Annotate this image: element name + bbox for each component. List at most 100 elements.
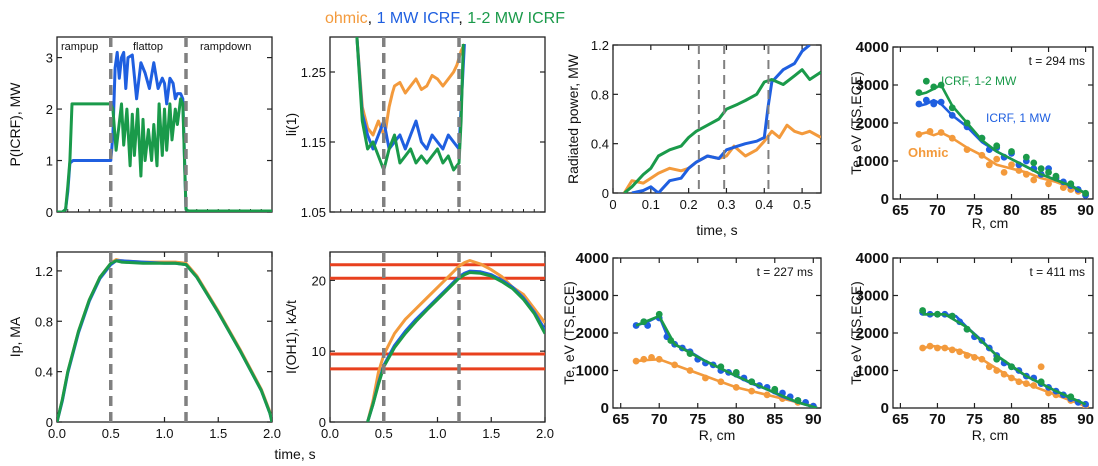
y-tick-label: 0.4 <box>35 365 53 380</box>
x-tick-label: 70 <box>651 411 668 428</box>
data-point-icrf12 <box>978 135 985 142</box>
x-tick-label: 0.5 <box>102 426 120 441</box>
data-point-icrf12 <box>1082 190 1089 197</box>
x-tick-label: 85 <box>1040 202 1057 219</box>
data-point-icrf12 <box>964 120 971 127</box>
y-tick-label: 4000 <box>576 250 609 267</box>
y-tick-label: 20 <box>312 273 326 288</box>
y-axis-label: P(ICRF), MW <box>7 82 23 167</box>
data-point-ohmic <box>1008 375 1015 382</box>
data-point-ohmic <box>648 354 655 361</box>
panels: 0 1 2 3 P(ICRF), MW rampup flattop rampdown 1.05… <box>7 37 1094 443</box>
y-tick-label: 1.2 <box>35 264 53 279</box>
data-point-icrf12 <box>1008 148 1015 155</box>
y-tick-label: 2 <box>46 102 53 117</box>
y-tick-label: 1.2 <box>591 38 609 53</box>
phase-label: flattop <box>133 41 163 53</box>
data-point-ohmic <box>964 352 971 359</box>
y-tick-label: 0 <box>602 186 609 201</box>
data-point-ohmic <box>1045 180 1052 187</box>
x-axis-label: R, cm <box>699 427 736 443</box>
data-point-ohmic <box>633 358 640 365</box>
data-layer <box>919 307 1089 409</box>
data-point-icrf12 <box>964 326 971 333</box>
data-point-ohmic <box>687 367 694 374</box>
data-point-icrf12 <box>1067 393 1074 400</box>
x-tick-label: 2.0 <box>536 426 554 441</box>
y-axis-label: I(OH1), kA/t <box>283 300 299 374</box>
y-tick-label: 1000 <box>576 363 609 380</box>
x-tick-label: 0.4 <box>755 197 773 212</box>
data-point-ohmic <box>978 152 985 159</box>
y-axis-label: Te, eV (TS,ECE) <box>561 281 577 384</box>
data-point-ohmic <box>640 356 647 363</box>
data-point-icrf12 <box>949 313 956 320</box>
y-tick-label: 4000 <box>856 250 889 267</box>
y-tick-label: 0 <box>881 400 889 417</box>
plot-frame <box>57 252 272 422</box>
data-point-icrf12 <box>916 89 923 96</box>
data-point-ohmic <box>1030 382 1037 389</box>
y-axis-label: Radiated power, MW <box>565 53 581 184</box>
data-point-icrf12 <box>1023 154 1030 161</box>
data-point-ohmic <box>1016 378 1023 385</box>
shared-xlabel: time, s <box>274 446 315 462</box>
x-tick-label: 1.0 <box>155 426 173 441</box>
data-point-ohmic <box>934 345 941 352</box>
time-label: t = 227 ms <box>757 265 813 279</box>
y-tick-label: 3 <box>46 51 53 66</box>
data-point-icrf1 <box>949 112 956 119</box>
series-line-icrf1 <box>57 261 272 422</box>
data-point-icrf12 <box>1038 165 1045 172</box>
phase-label: rampup <box>61 41 98 53</box>
data-point-ohmic <box>971 354 978 361</box>
data-point-ohmic <box>978 356 985 363</box>
x-tick-label: 0.1 <box>642 197 660 212</box>
data-point-icrf12 <box>1038 378 1045 385</box>
data-point-icrf12 <box>656 311 663 318</box>
legend-separator: , <box>368 10 377 27</box>
data-point-icrf1 <box>938 99 945 106</box>
data-point-icrf12 <box>1053 173 1060 180</box>
data-point-ohmic <box>733 384 740 391</box>
x-tick-label: 85 <box>1040 411 1057 428</box>
data-layer <box>916 78 1089 199</box>
data-point-icrf12 <box>993 356 1000 363</box>
series-line-ohmic <box>624 125 821 193</box>
x-tick-label: 65 <box>892 202 909 219</box>
x-tick-label: 80 <box>1003 411 1020 428</box>
x-tick-label: 75 <box>689 411 706 428</box>
data-point-icrf12 <box>1045 169 1052 176</box>
series-line-ohmic <box>357 37 465 135</box>
plot-frame <box>613 258 821 408</box>
data-point-icrf1 <box>923 97 930 104</box>
panel-te411: 0100020003000400065 70 75 80 85 90Te, eV (TS,… <box>848 250 1094 443</box>
x-tick-label: 75 <box>966 411 983 428</box>
data-point-icrf12 <box>930 84 937 91</box>
x-tick-label: 0.5 <box>375 426 393 441</box>
data-point-ohmic <box>993 156 1000 163</box>
x-tick-label: 2.0 <box>263 426 281 441</box>
series-annotation: ICRF, 1-2 MW <box>941 74 1017 88</box>
x-tick-label: 0.3 <box>717 197 735 212</box>
x-tick-label: 1.5 <box>482 426 500 441</box>
y-tick-label: 4000 <box>856 39 889 56</box>
x-tick-label: 70 <box>929 202 946 219</box>
data-point-icrf12 <box>923 78 930 85</box>
legend-entry-2: 1-2 MW ICRF <box>467 10 565 27</box>
series-annotation: Ohmic <box>908 145 948 160</box>
data-layer <box>633 311 817 410</box>
series-line-icrf12 <box>368 273 545 423</box>
y-tick-label: 10 <box>312 344 326 359</box>
x-tick-label: 65 <box>612 411 629 428</box>
y-tick-label: 1.25 <box>301 65 326 80</box>
data-point-icrf12 <box>1067 180 1074 187</box>
y-axis-label: Te, eV (TS,ECE) <box>848 281 864 384</box>
data-point-icrf12 <box>934 311 941 318</box>
data-point-ohmic <box>949 346 956 353</box>
series-line-icrf1 <box>632 45 810 193</box>
data-point-icrf12 <box>748 378 755 385</box>
data-point-ohmic <box>986 363 993 370</box>
data-point-icrf12 <box>919 307 926 314</box>
x-tick-label: 85 <box>766 411 783 428</box>
